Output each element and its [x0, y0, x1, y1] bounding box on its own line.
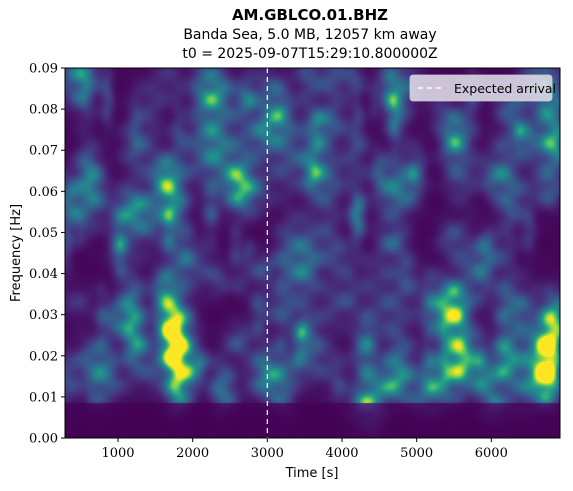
chart-subtitle-line2: t0 = 2025-09-07T15:29:10.800000Z [182, 46, 437, 62]
x-tick-label: 3000 [251, 446, 284, 461]
y-tick-label: 0.06 [29, 185, 58, 200]
y-axis: 0.00 0.01 0.02 0.03 0.04 0.05 0.06 0.07 0.08 0.09 [29, 62, 65, 447]
x-axis-label: Time [s] [285, 466, 339, 481]
y-tick-label: 0.03 [29, 308, 58, 323]
y-tick-label: 0.00 [29, 432, 58, 447]
legend-label-expected-arrival: Expected arrival [454, 81, 556, 96]
y-tick-label: 0.02 [29, 349, 58, 364]
y-tick-label: 0.05 [29, 226, 58, 241]
legend-box [409, 74, 553, 102]
x-axis: 1000 2000 3000 4000 5000 6000 [101, 438, 508, 461]
spectrogram-heatmap [65, 68, 560, 438]
x-tick-label: 6000 [475, 446, 508, 461]
y-tick-label: 0.09 [29, 62, 58, 77]
x-tick-label: 4000 [325, 446, 358, 461]
x-tick-label: 2000 [176, 446, 209, 461]
plot-frame [64, 67, 561, 439]
y-tick-label: 0.04 [29, 267, 58, 282]
legend: Expected arrival [409, 74, 556, 102]
y-tick-label: 0.07 [29, 144, 58, 159]
chart-subtitle-line1: Banda Sea, 5.0 MB, 12057 km away [183, 27, 436, 43]
y-tick-label: 0.08 [29, 103, 58, 118]
plot-area [64, 67, 561, 439]
x-tick-label: 1000 [101, 446, 134, 461]
y-tick-label: 0.01 [29, 390, 58, 405]
x-tick-label: 5000 [400, 446, 433, 461]
chart-title: AM.GBLCO.01.BHZ [232, 6, 388, 24]
y-axis-label: Frequency [Hz] [9, 204, 24, 302]
